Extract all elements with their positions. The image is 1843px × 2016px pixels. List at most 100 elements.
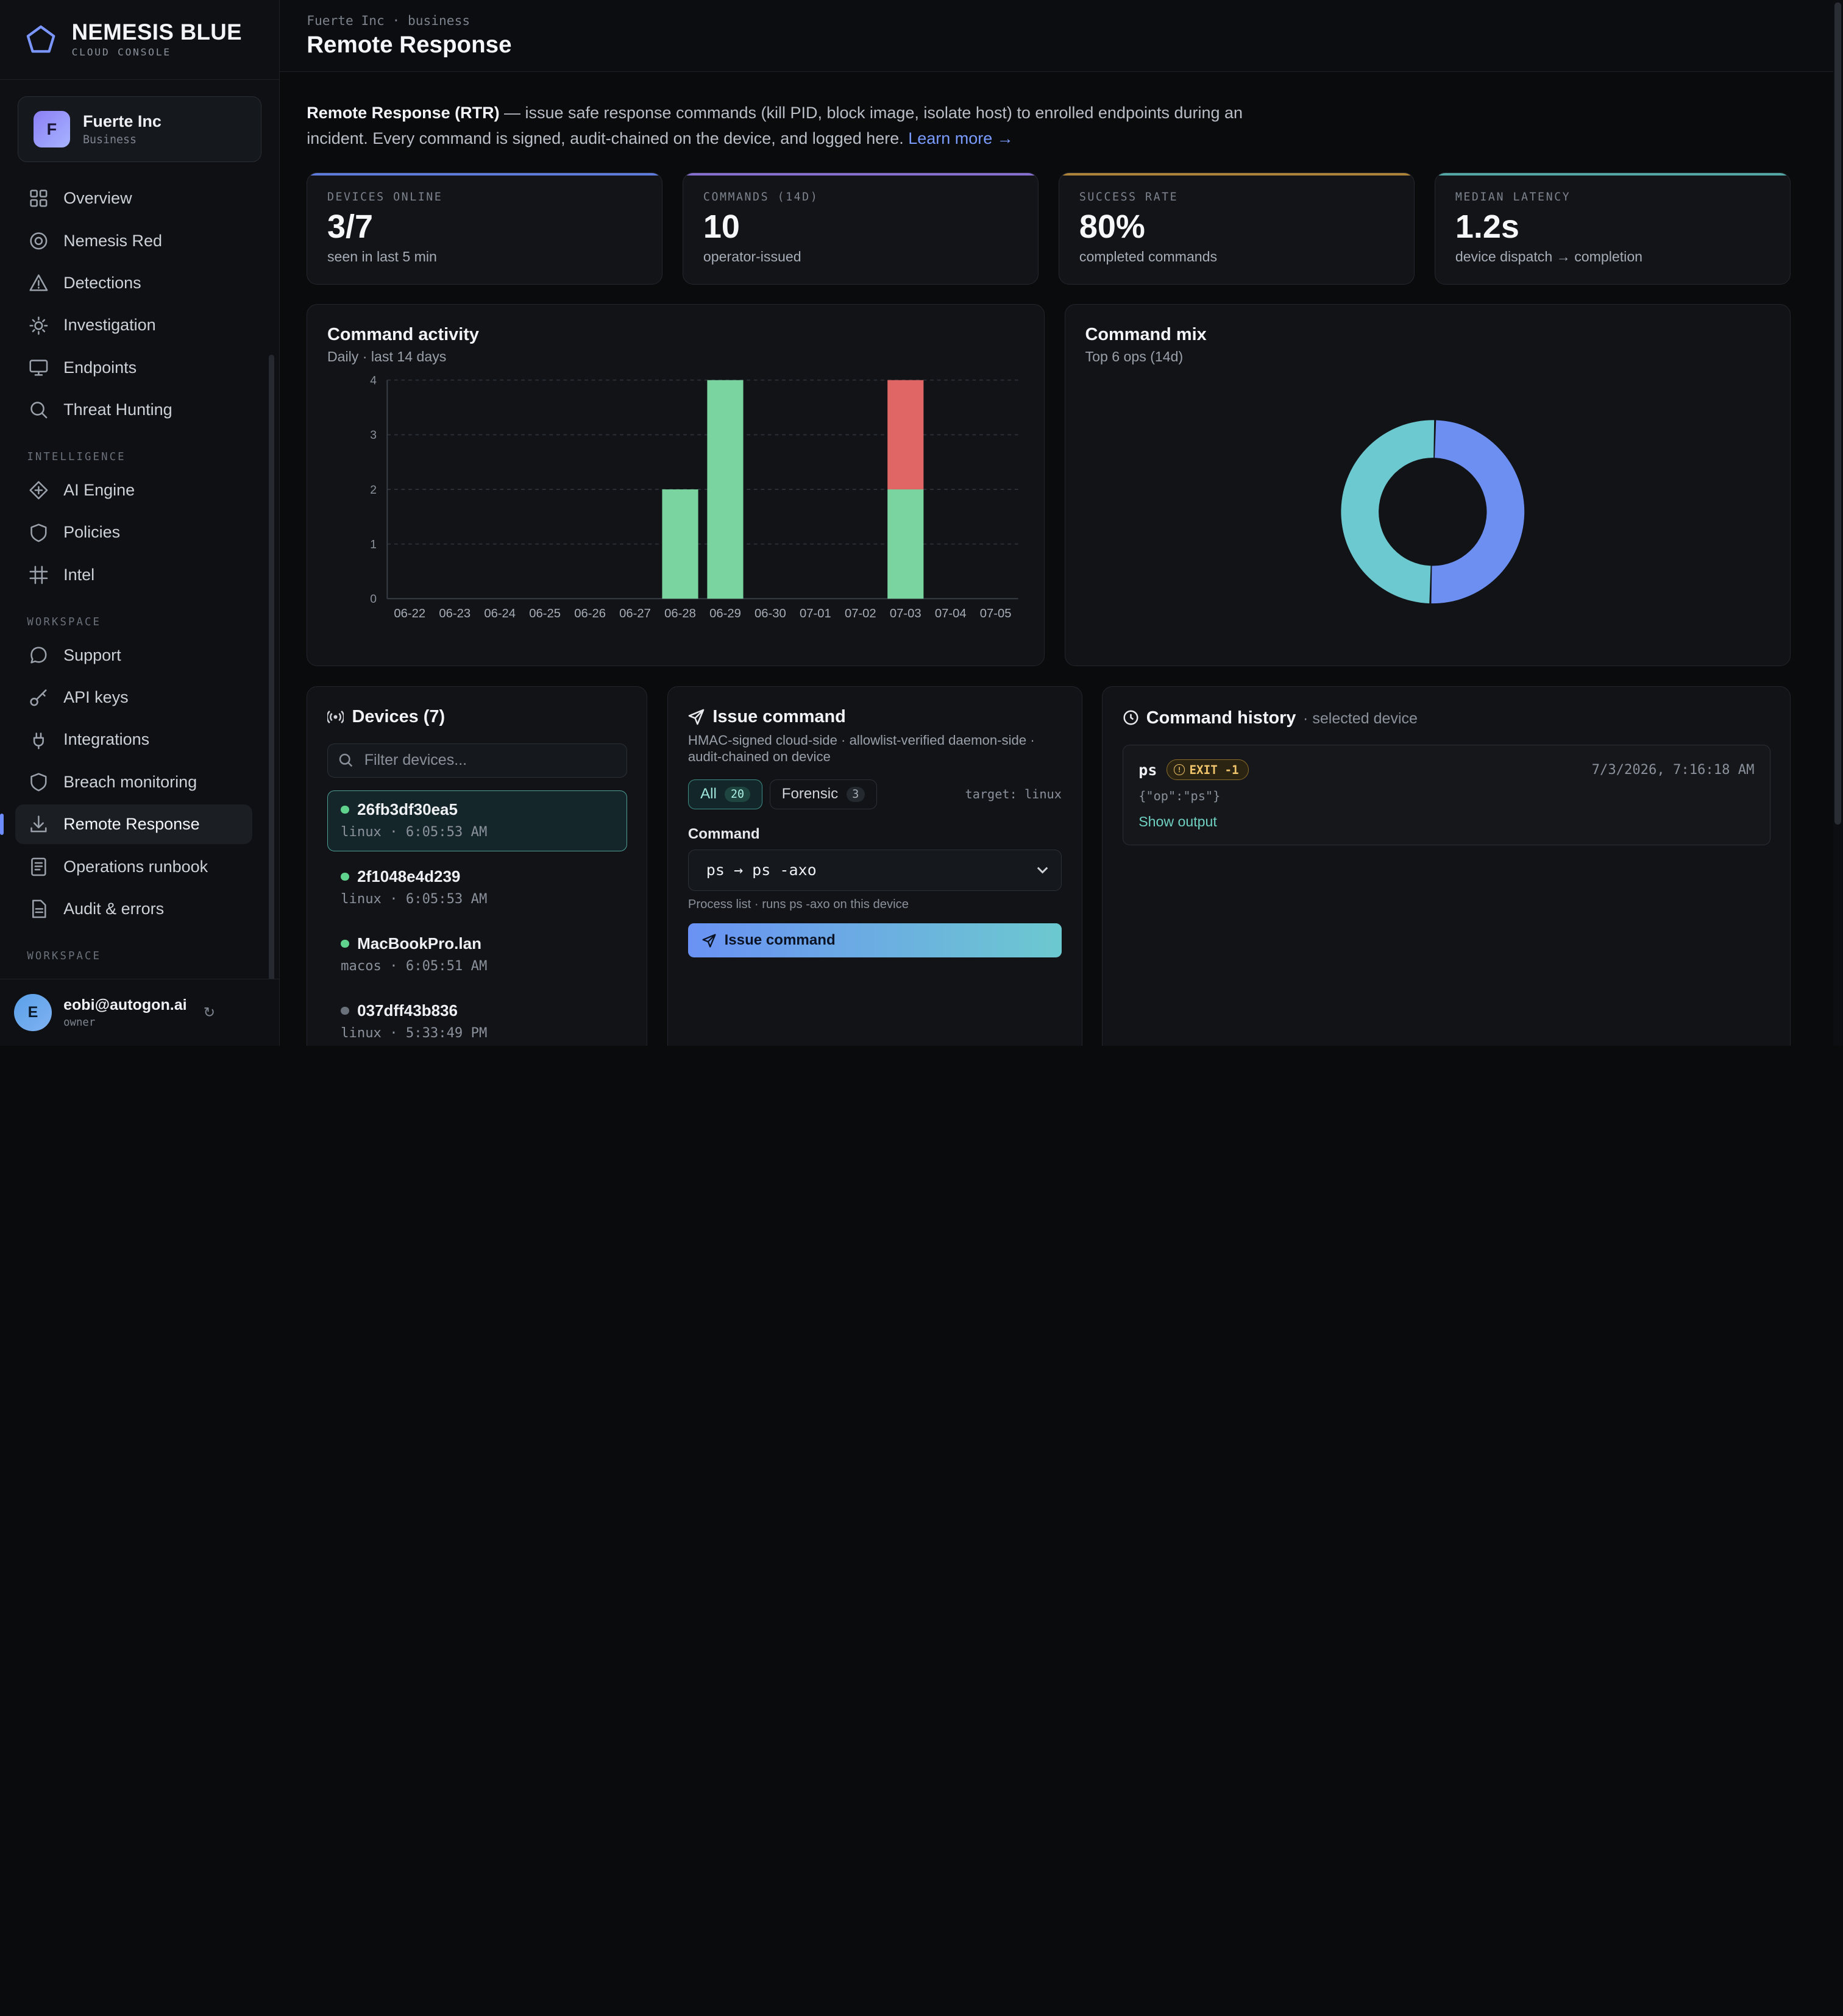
sidebar-item-support[interactable]: Support [15,635,252,675]
issue-title: Issue command [688,707,1062,727]
sidebar-item-label: Endpoints [63,358,137,377]
plug-icon [28,729,49,751]
history-title: Command history · selected device [1123,707,1770,728]
breadcrumb: Fuerte Inc · business [307,13,471,29]
sidebar-item-policies[interactable]: Policies [15,513,252,553]
stat-value: 1.2s [1455,208,1519,246]
activity-title: Command activity [327,325,479,345]
sidebar-item-overview[interactable]: Overview [15,179,252,219]
sidebar-item-label: Operations runbook [63,857,208,876]
bar-07-03-s1[interactable] [887,380,924,490]
donut-slice-0[interactable] [1431,420,1525,604]
sidebar-item-investigation[interactable]: Investigation [15,305,252,346]
status-dot [341,939,349,948]
stat-label: DEVICES ONLINE [327,191,443,204]
sidebar-item-remote-response[interactable]: Remote Response [0,804,252,845]
tab-forensic-label: Forensic [781,786,839,803]
tab-all-count: 20 [725,787,750,802]
shield-icon [28,522,49,544]
stat-value: 3/7 [327,208,373,246]
devices-panel: Devices (7) 26fb3df30ea5 linux · 6:05:53 … [307,686,648,1046]
sidebar-item-nemesis-red[interactable]: Nemesis Red [15,221,252,261]
send-icon [688,709,705,725]
sidebar-item-breach-monitoring[interactable]: Breach monitoring [15,762,252,803]
history-entry: ps ! EXIT -1 7/3/2026, 7:16:18 AM {"op":"… [1123,744,1770,846]
tab-forensic[interactable]: Forensic 3 [769,779,878,809]
sidebar-item-audit-and-errors[interactable]: Audit & errors [15,889,252,929]
device-list-item[interactable]: MacBookPro.lan macos · 6:05:51 AM [327,925,627,985]
sidebar-item-label: Breach monitoring [63,772,197,791]
page-scrollbar-thumb[interactable] [1834,2,1842,825]
device-filter[interactable] [327,743,627,778]
sidebar-item-label: API keys [63,688,129,706]
sidebar-nav: Overview Nemesis Red Detections Investigati… [0,174,279,979]
device-list-item[interactable]: 2f1048e4d239 linux · 6:05:53 AM [327,857,627,918]
brand[interactable]: NEMESIS BLUE CLOUD CONSOLE [0,0,279,80]
user-email: eobi@autogon.ai [63,996,187,1014]
tab-all[interactable]: All 20 [687,779,762,809]
sidebar-item-intel[interactable]: Intel [15,555,252,595]
sidebar-item-detections[interactable]: Detections [15,263,252,303]
command-tabs: All 20 Forensic 3 target: linux [687,779,1062,809]
command-hint: Process list · runs ps -axo on this devi… [687,898,909,912]
issue-title-label: Issue command [712,706,846,726]
chat-icon [28,645,49,666]
learn-more-link[interactable]: Learn more → [908,129,1014,148]
grid-icon [28,188,49,209]
nav-section-label: WORKSPACE [27,616,102,628]
sidebar-item-threat-hunting[interactable]: Threat Hunting [15,390,252,430]
command-activity-chart: 0 1 2 3 4 06-22 06-23 06-24 06-25 06-26 06-27 06-28… [370,375,1018,620]
org-switcher[interactable]: F Fuerte Inc Business [17,96,261,163]
device-list-item[interactable]: 037dff43b836 linux · 5:33:49 PM [327,991,627,1046]
page-header: Fuerte Inc · business Remote Response [279,0,1843,72]
x-tick-label: 07-05 [980,607,1012,620]
search-icon [28,399,49,421]
user-role: owner [63,1016,96,1029]
bar-07-03-s0[interactable] [887,489,924,599]
sidebar-scrollbar[interactable] [268,355,275,979]
x-tick-label: 06-29 [709,607,741,620]
y-tick-label: 1 [370,538,377,551]
issue-command-button[interactable]: Issue command [687,923,1062,958]
sidebar-item-label: Intel [63,565,95,584]
status-badge-label: EXIT -1 [1189,762,1239,777]
command-select[interactable]: ps → ps -axo [687,850,1062,891]
refresh-icon[interactable]: ↻ [203,1004,215,1020]
y-tick-label: 4 [370,375,377,387]
bug-icon [28,315,49,336]
devices-title-label: Devices (7) [352,706,446,726]
sidebar-item-integrations[interactable]: Integrations [15,720,252,760]
device-list-item[interactable]: 26fb3df30ea5 linux · 6:05:53 AM [327,790,627,852]
sidebar-item-operations-runbook[interactable]: Operations runbook [15,847,252,887]
org-tier: Business [82,133,137,146]
intro-text: Remote Response (RTR) — issue safe respo… [307,100,1246,152]
broadcast-icon [327,710,344,723]
page-scrollbar[interactable] [1833,0,1843,1046]
sidebar-item-endpoints[interactable]: Endpoints [15,348,252,388]
history-qualifier: · selected device [1303,709,1418,727]
stat-note: device dispatch → completion [1455,248,1643,264]
bar-06-28-s0[interactable] [662,489,698,599]
x-tick-label: 06-23 [439,607,471,620]
mix-subtitle: Top 6 ops (14d) [1085,348,1184,364]
x-tick-label: 06-26 [574,607,606,620]
sidebar-item-label: Support [63,645,121,664]
show-output-link[interactable]: Show output [1138,814,1217,830]
donut-slice-1[interactable] [1341,420,1435,603]
download-icon [28,814,49,835]
sidebar-item-ai-engine[interactable]: AI Engine [15,470,252,511]
stats-row: DEVICES ONLINE 3/7 seen in last 5 min COMMA… [307,172,1791,285]
activity-subtitle: Daily · last 14 days [327,348,447,364]
command-history-panel: Command history · selected device ps ! EX… [1102,686,1791,1046]
x-tick-label: 06-22 [394,607,425,620]
sidebar-item-api-keys[interactable]: API keys [15,678,252,718]
sidebar-item-label: Nemesis Red [63,231,163,250]
user-profile[interactable]: E eobi@autogon.ai owner ↻ [0,979,279,1046]
bar-06-29-s0[interactable] [707,380,744,599]
x-tick-label: 06-24 [484,607,516,620]
stat-card-devices-online: DEVICES ONLINE 3/7 seen in last 5 min [307,172,663,285]
tab-all-label: All [700,786,717,803]
status-dot [341,872,349,881]
device-filter-input[interactable] [364,751,600,770]
target-os: target: linux [965,787,1062,802]
